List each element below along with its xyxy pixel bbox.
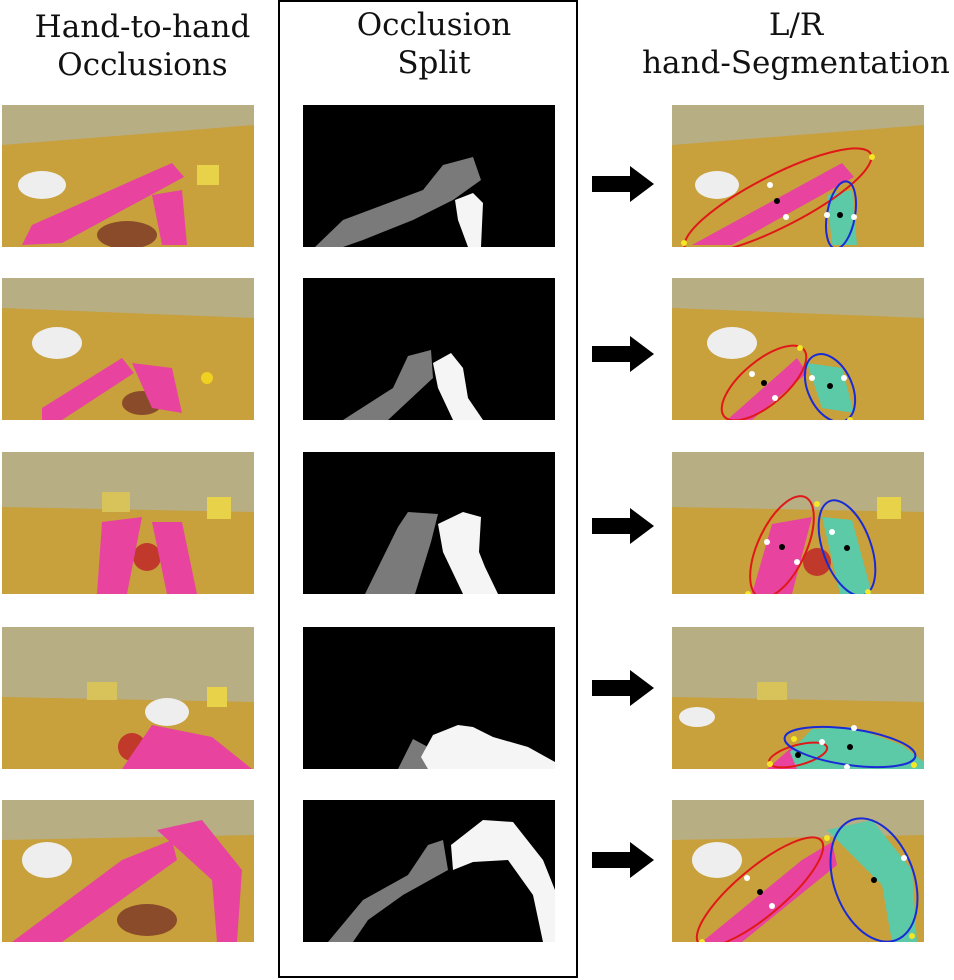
right-column-title: L/R hand-Segmentation: [640, 6, 952, 82]
right-title-line1: L/R: [768, 7, 824, 43]
segmentation-result-4: [672, 627, 924, 769]
split-mask-1: [303, 105, 555, 247]
segmentation-result-1: [672, 105, 924, 247]
arrow-right-icon: [592, 166, 654, 202]
occlusion-split-frame: [278, 0, 578, 978]
split-mask-3: [303, 452, 555, 594]
middle-title-line2: Split: [397, 45, 471, 81]
split-mask-5: [303, 800, 555, 942]
split-mask-2: [303, 278, 555, 420]
left-column-title: Hand-to-hand Occlusions: [20, 8, 265, 84]
left-title-line1: Hand-to-hand: [34, 9, 251, 45]
right-title-line2: hand-Segmentation: [642, 45, 950, 81]
occlusion-photo-4: [2, 627, 254, 769]
occlusion-photo-2: [2, 278, 254, 420]
segmentation-result-2: [672, 278, 924, 420]
middle-title-line1: Occlusion: [356, 7, 512, 43]
arrow-right-icon: [592, 336, 654, 372]
occlusion-photo-3: [2, 452, 254, 594]
arrow-right-icon: [592, 508, 654, 544]
arrow-right-icon: [592, 670, 654, 706]
left-title-line2: Occlusions: [57, 47, 228, 83]
middle-column-title: Occlusion Split: [300, 6, 568, 82]
arrow-right-icon: [592, 842, 654, 878]
occlusion-photo-1: [2, 105, 254, 247]
split-mask-4: [303, 627, 555, 769]
occlusion-photo-5: [2, 800, 254, 942]
segmentation-result-3: [672, 452, 924, 594]
segmentation-result-5: [672, 800, 924, 942]
